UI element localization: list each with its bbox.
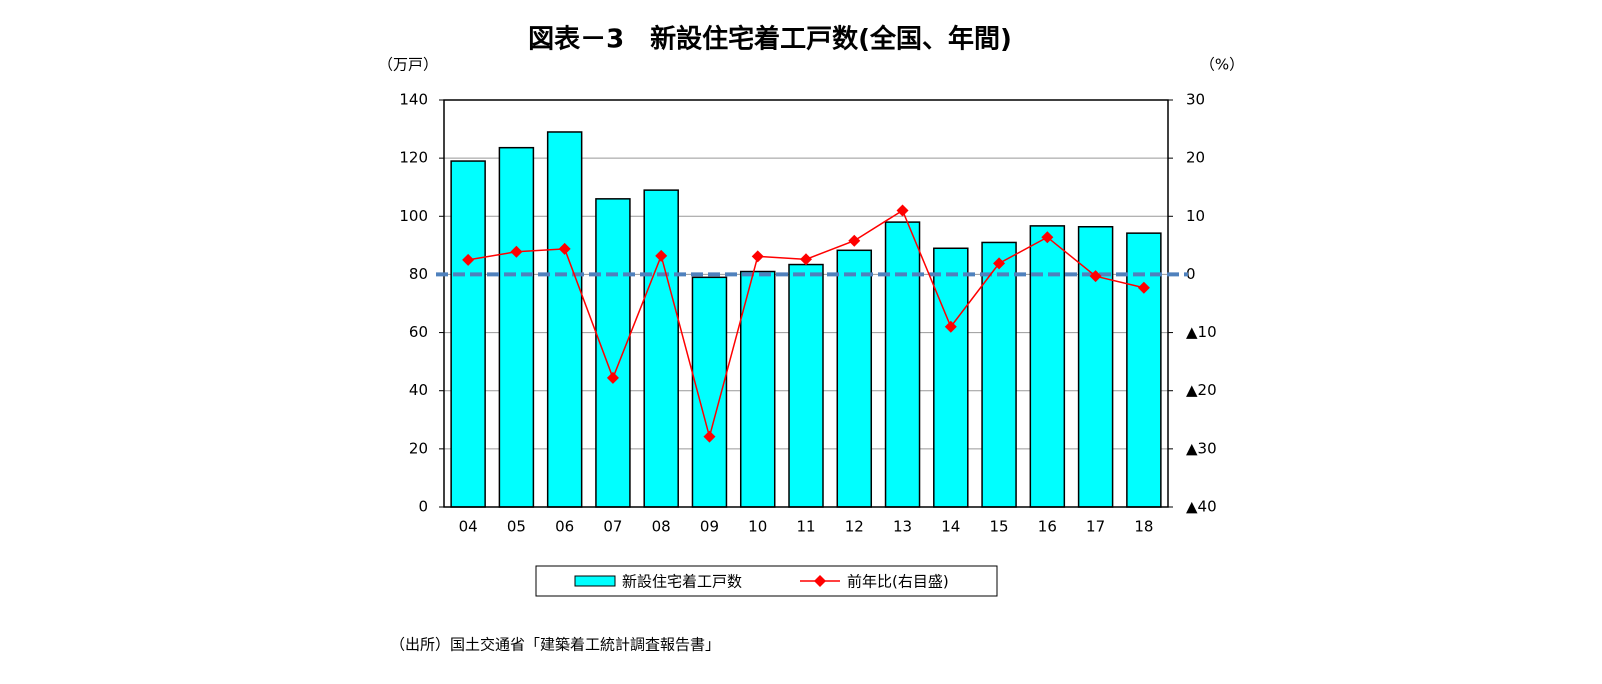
y2-tick-label: ▲20 [1186, 381, 1217, 399]
y2-axis-label: （%） [1200, 56, 1244, 74]
x-tick-label: 15 [990, 518, 1009, 536]
y-tick-label: 140 [399, 91, 428, 109]
line-marker [800, 253, 812, 266]
line-marker [558, 242, 571, 255]
x-tick-label: 09 [700, 518, 719, 536]
chart-title: 図表－3 新設住宅着工戸数(全国、年間) [528, 24, 1012, 55]
legend-swatch [574, 575, 616, 587]
x-tick-label: 06 [555, 518, 574, 536]
bar [450, 160, 486, 508]
bar [884, 221, 921, 508]
y-tick-label: 60 [409, 323, 428, 341]
y-tick-label: 80 [409, 265, 428, 283]
x-tick-label: 07 [603, 518, 622, 536]
line-marker [993, 257, 1006, 270]
x-tick-label: 04 [459, 518, 478, 536]
line-marker [655, 249, 668, 262]
y2-tick-label: 0 [1186, 265, 1196, 283]
source-note: （出所）国土交通省「建築着工統計調査報告書」 [390, 636, 720, 654]
x-tick-label: 10 [748, 518, 767, 536]
line-marker [944, 320, 957, 333]
x-tick-label: 13 [893, 518, 912, 536]
bar [546, 131, 583, 508]
x-tick-label: 18 [1134, 518, 1153, 536]
line-marker [1041, 231, 1054, 244]
y-tick-label: 120 [399, 149, 428, 167]
legend-label: 新設住宅着工戸数 [622, 573, 742, 591]
bar [836, 249, 873, 508]
y-tick-label: 0 [418, 498, 428, 516]
bar [498, 146, 535, 508]
y2-tick-label: 30 [1186, 91, 1205, 109]
x-tick-label: 12 [845, 518, 864, 536]
y2-tick-label: 10 [1186, 207, 1205, 225]
line-marker [1089, 270, 1102, 283]
line-marker [462, 253, 475, 266]
y2-tick-label: ▲10 [1186, 323, 1217, 341]
plot-frame [443, 99, 1169, 508]
x-tick-label: 14 [941, 518, 960, 536]
line-marker [848, 234, 861, 247]
y-tick-label: 100 [399, 207, 428, 225]
legend-swatch [814, 575, 826, 587]
bar [981, 241, 1017, 508]
bar [595, 198, 631, 508]
y-tick-label: 20 [409, 439, 428, 457]
bar [1029, 225, 1066, 508]
y-tick-label: 40 [409, 381, 428, 399]
y2-tick-label: 20 [1186, 149, 1205, 167]
bar [643, 189, 679, 508]
bar [788, 263, 824, 508]
x-tick-label: 05 [507, 518, 526, 536]
line-marker [896, 204, 909, 217]
bar [739, 270, 776, 508]
bar [1126, 232, 1162, 508]
x-tick-label: 11 [796, 518, 815, 536]
bar [1077, 226, 1114, 508]
x-tick-label: 08 [652, 518, 671, 536]
line-marker [606, 371, 619, 384]
line-marker [1137, 281, 1150, 294]
line-marker [510, 245, 523, 258]
legend-label: 前年比(右目盛) [847, 573, 949, 591]
line-marker [751, 250, 764, 263]
y2-tick-label: ▲40 [1186, 498, 1217, 516]
y-axis-label: （万戸） [378, 56, 438, 74]
x-tick-label: 17 [1086, 518, 1105, 536]
line-marker [703, 430, 716, 443]
x-tick-label: 16 [1038, 518, 1057, 536]
y2-tick-label: ▲30 [1186, 439, 1217, 457]
bar [933, 247, 969, 508]
